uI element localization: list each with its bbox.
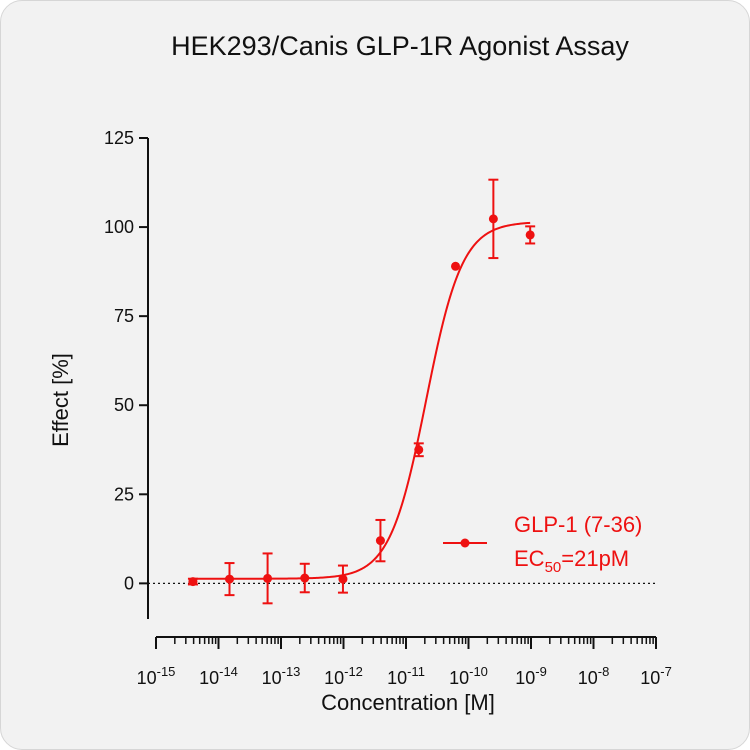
data-point xyxy=(451,261,461,271)
x-tick-label: 10-15 xyxy=(137,664,176,688)
x-tick-exponent: -8 xyxy=(598,664,610,679)
y-ticks: 0 25 50 75 100 125 xyxy=(104,128,148,593)
x-tick-exponent: -13 xyxy=(282,664,301,679)
y-tick-label: 25 xyxy=(114,484,134,504)
y-tick-label: 100 xyxy=(104,217,134,237)
ec50-suffix: =21pM xyxy=(561,546,629,571)
x-tick-exponent: -11 xyxy=(407,664,425,679)
data-point xyxy=(300,573,310,583)
x-tick-base: 10 xyxy=(515,668,535,688)
data-point xyxy=(338,574,348,584)
x-tick-label: 10-8 xyxy=(578,664,610,688)
series-layer xyxy=(187,178,536,605)
fit-curve xyxy=(192,221,531,580)
x-tick-label: 10-13 xyxy=(262,664,301,688)
data-point xyxy=(263,573,273,583)
x-axis-title: Concentration [M] xyxy=(321,690,495,715)
x-tick-exponent: -15 xyxy=(157,664,176,679)
legend: GLP-1 (7-36) EC50=21pM xyxy=(443,512,642,576)
x-tick-base: 10 xyxy=(137,668,157,688)
x-tick-label: 10-11 xyxy=(387,664,425,688)
y-axis-title: Effect [%] xyxy=(48,353,73,447)
x-tick-exponent: -12 xyxy=(344,664,363,679)
x-tick-base: 10 xyxy=(199,668,219,688)
legend-marker xyxy=(460,538,470,548)
data-point xyxy=(375,536,385,546)
x-tick-base: 10 xyxy=(449,668,469,688)
x-tick-exponent: -9 xyxy=(535,664,547,679)
data-point xyxy=(414,445,424,455)
x-tick-base: 10 xyxy=(387,668,407,688)
data-point xyxy=(188,577,198,587)
ec50-subscript: 50 xyxy=(545,559,562,576)
x-tick-base: 10 xyxy=(262,668,282,688)
x-tick-label: 10-9 xyxy=(515,664,547,688)
y-tick-label: 50 xyxy=(114,395,134,415)
x-tick-label: 10-12 xyxy=(324,664,363,688)
y-tick-label: 0 xyxy=(124,573,134,593)
x-tick-base: 10 xyxy=(640,668,660,688)
y-tick-label: 125 xyxy=(104,128,134,148)
data-point xyxy=(225,574,235,584)
chart-title: HEK293/Canis GLP-1R Agonist Assay xyxy=(171,31,629,61)
legend-label: GLP-1 (7-36) xyxy=(514,512,642,537)
x-tick-label: 10-10 xyxy=(449,664,488,688)
x-tick-base: 10 xyxy=(324,668,344,688)
data-point xyxy=(525,230,535,240)
ec50-annotation: EC50=21pM xyxy=(514,546,629,576)
x-tick-label: 10-7 xyxy=(640,664,672,688)
x-tick-exponent: -7 xyxy=(660,664,672,679)
x-tick-base: 10 xyxy=(578,668,598,688)
x-ticks: 10-15 10-14 10-13 10-12 10-11 10-10 10-9 10-8 10… xyxy=(137,637,672,688)
x-tick-exponent: -10 xyxy=(469,664,488,679)
y-tick-label: 75 xyxy=(114,306,134,326)
x-tick-exponent: -14 xyxy=(219,664,238,679)
data-point xyxy=(488,214,498,224)
x-tick-label: 10-14 xyxy=(199,664,238,688)
ec50-prefix: EC xyxy=(514,546,545,571)
